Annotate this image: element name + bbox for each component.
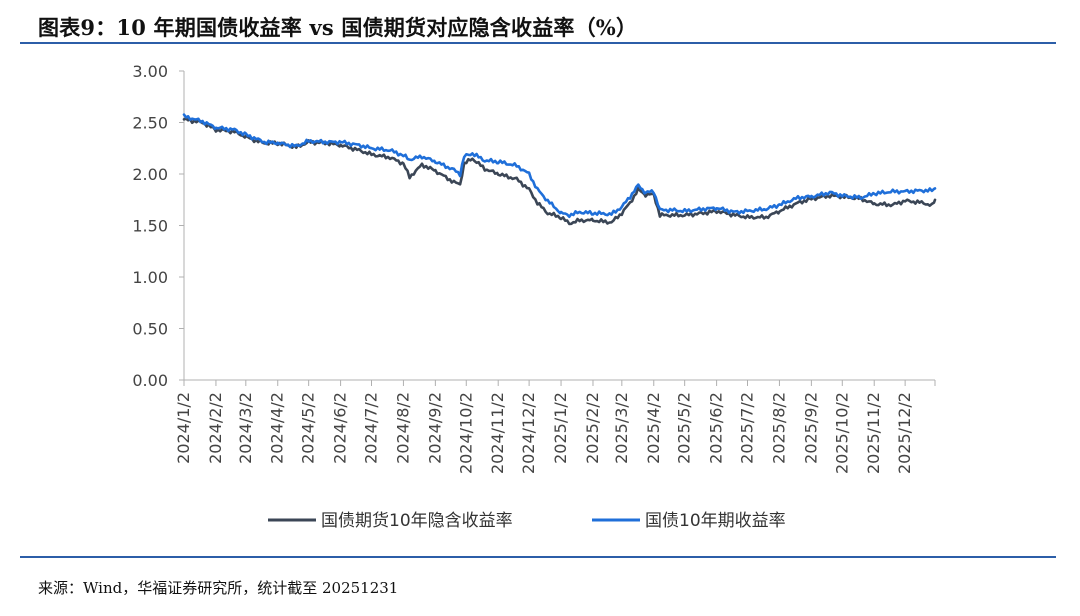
y-tick-label: 3.00 — [132, 62, 168, 81]
x-tick-label: 2025/5/2 — [675, 392, 694, 464]
chart-title: 图表9：10 年期国债收益率 vs 国债期货对应隐含收益率（%） — [38, 15, 638, 40]
x-tick-label: 2024/11/2 — [488, 392, 507, 474]
x-tick-label: 2024/1/2 — [174, 392, 193, 464]
source-note: 来源：Wind，华福证券研究所，统计截至 20251231 — [38, 579, 399, 597]
x-tick-label: 2024/6/2 — [331, 392, 350, 464]
x-tick-label: 2024/9/2 — [425, 392, 444, 464]
y-tick-label: 1.50 — [132, 217, 168, 236]
x-tick-label: 2025/8/2 — [769, 392, 788, 464]
footer-divider — [20, 556, 1056, 558]
legend-label-2: 国债10年期收益率 — [645, 511, 786, 531]
x-tick-label: 2024/10/2 — [456, 392, 475, 474]
series-layer — [182, 113, 937, 226]
y-tick-label: 0.00 — [132, 371, 168, 390]
x-tick-label: 2025/11/2 — [864, 392, 883, 474]
x-tick-label: 2024/12/2 — [519, 392, 538, 474]
x-tick-label: 2025/7/2 — [738, 392, 757, 464]
x-tick-label: 2024/3/2 — [236, 392, 255, 464]
header-divider — [20, 42, 1056, 44]
x-tick-label: 2025/1/2 — [551, 392, 570, 464]
axis-layer: 0.00 0.50 1.00 1.50 2.00 2.50 3.00 2024/1/2 2024… — [132, 62, 936, 474]
x-tick-label: 2024/5/2 — [299, 392, 318, 464]
chart-legend: 国债期货10年隐含收益率 国债10年期收益率 — [268, 511, 786, 531]
x-tick-label: 2025/2/2 — [583, 392, 602, 464]
legend-label-1: 国债期货10年隐含收益率 — [321, 511, 513, 531]
x-tick-label: 2025/6/2 — [707, 392, 726, 464]
x-tick-label: 2025/12/2 — [895, 392, 914, 474]
series-line-1 — [182, 117, 937, 226]
x-tick-label: 2024/4/2 — [268, 392, 287, 464]
series-line-2 — [182, 113, 937, 219]
x-tick-label: 2024/2/2 — [206, 392, 225, 464]
x-tick-label: 2025/9/2 — [801, 392, 820, 464]
y-tick-label: 2.00 — [132, 165, 168, 184]
x-tick-label: 2025/4/2 — [644, 392, 663, 464]
x-tick-label: 2024/8/2 — [393, 392, 412, 464]
x-tick-label: 2024/7/2 — [361, 392, 380, 464]
y-tick-label: 1.00 — [132, 268, 168, 287]
y-tick-label: 0.50 — [132, 320, 168, 339]
x-tick-label: 2025/3/2 — [612, 392, 631, 464]
y-tick-label: 2.50 — [132, 114, 168, 133]
x-tick-label: 2025/10/2 — [832, 392, 851, 474]
